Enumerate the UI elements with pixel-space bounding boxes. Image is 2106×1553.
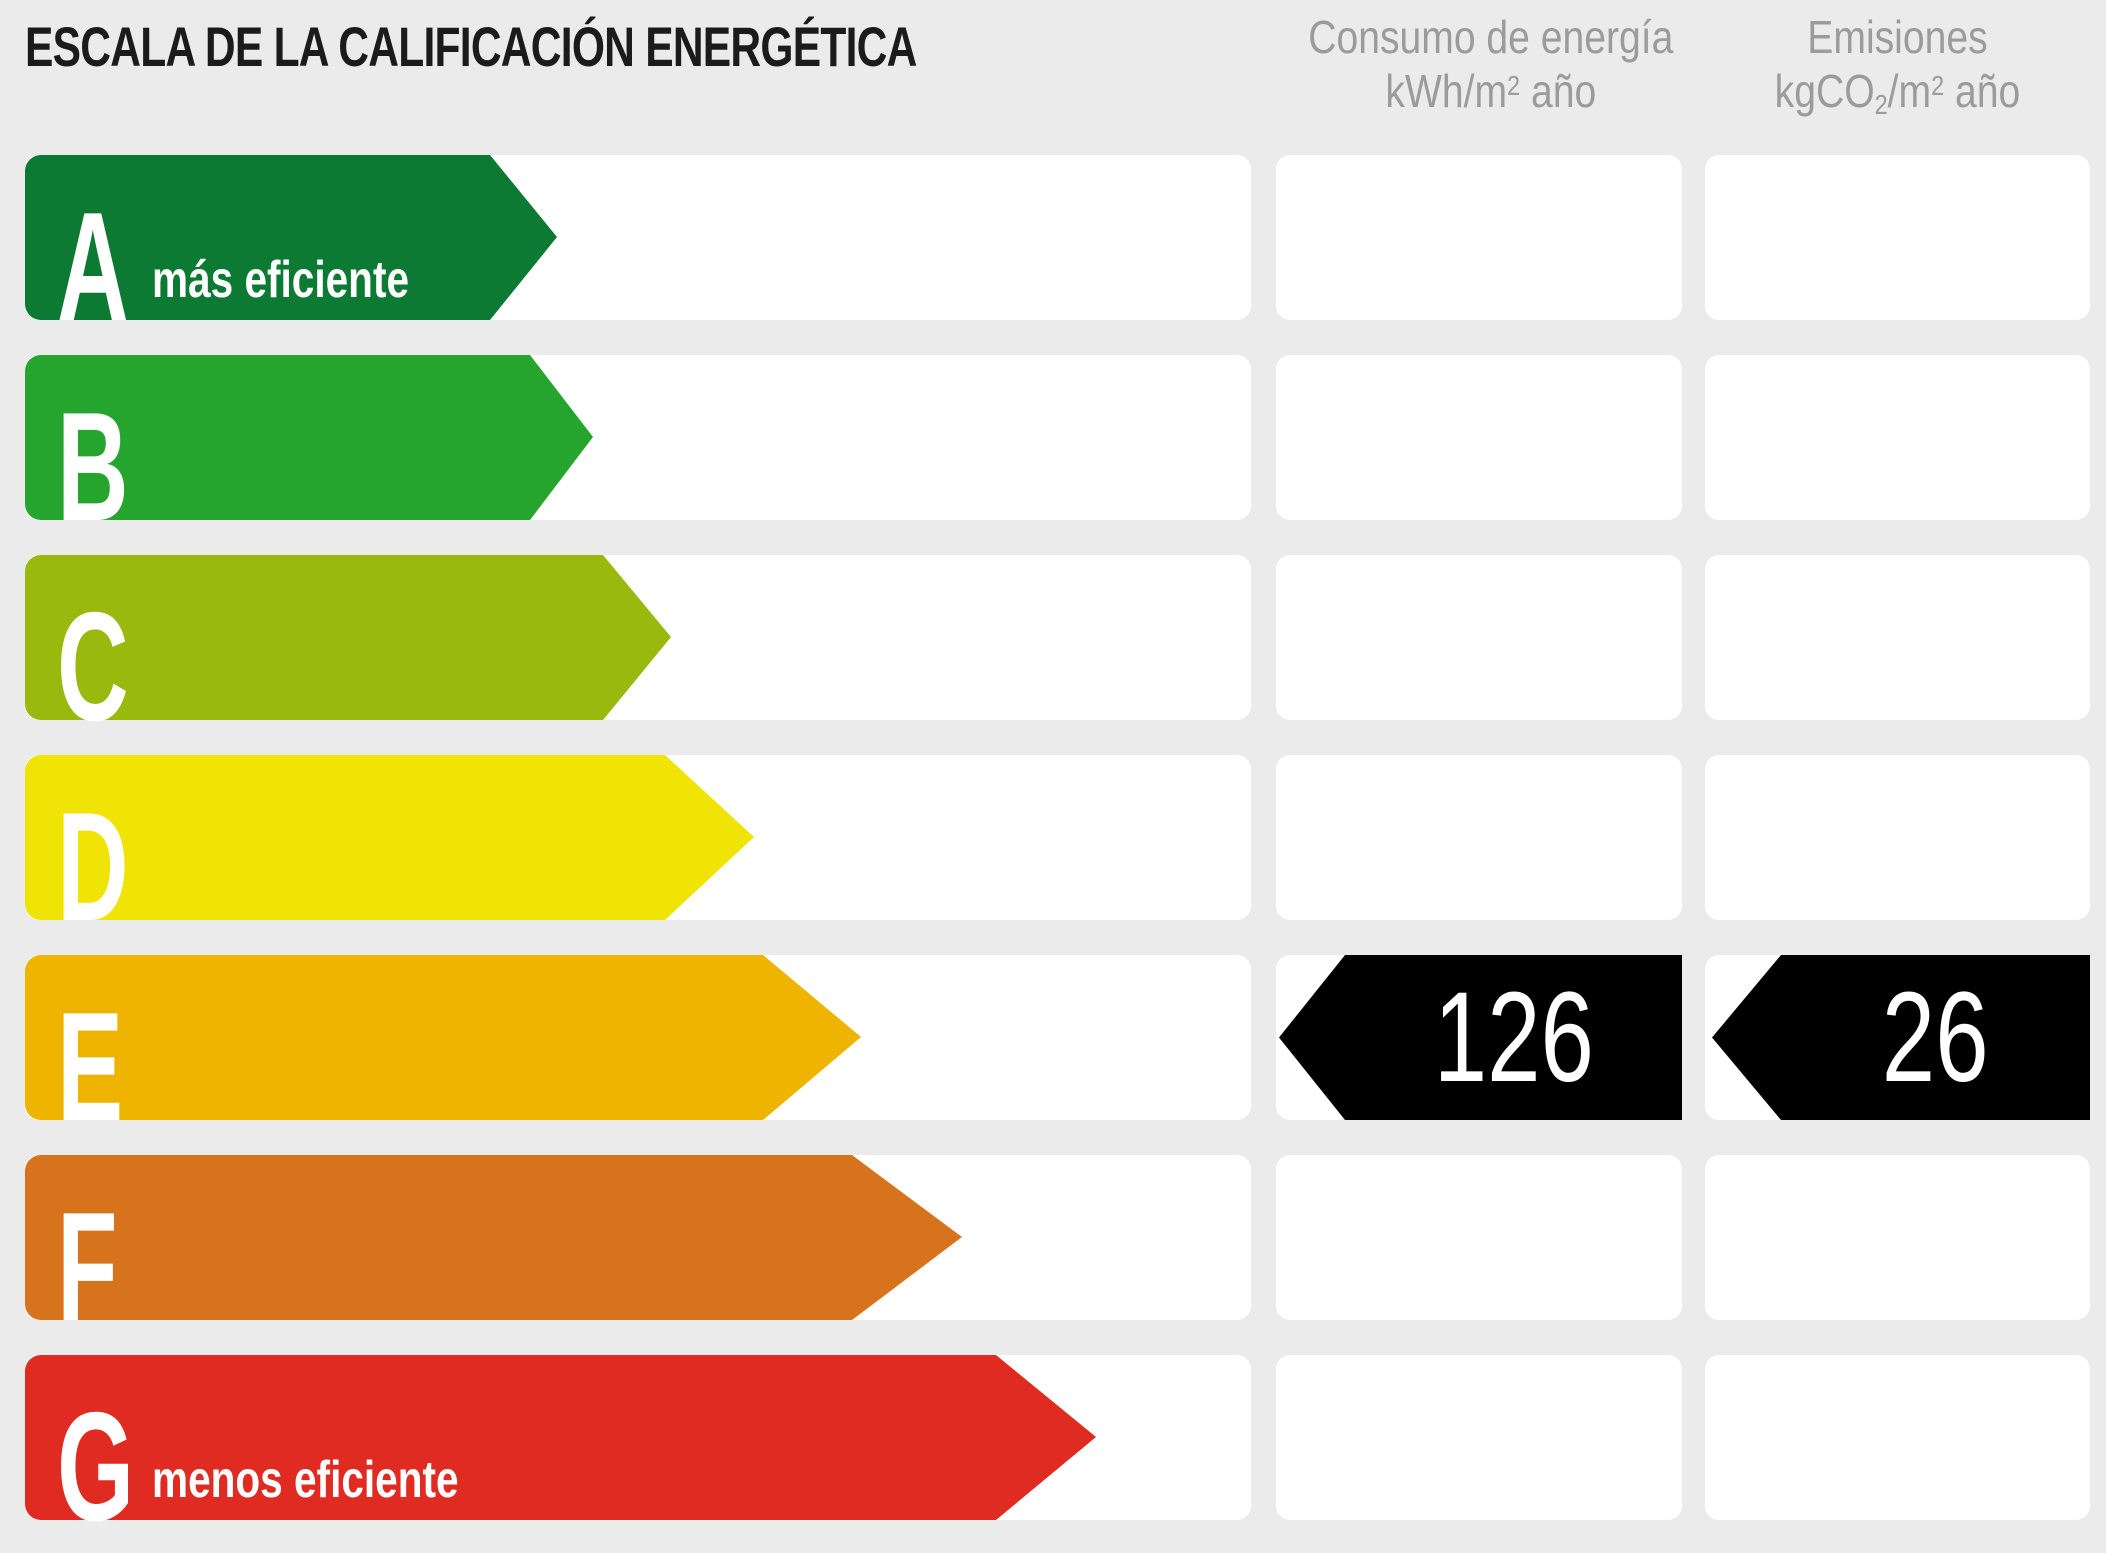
grade-letter: A: [57, 180, 129, 353]
emisiones-cell: [1705, 555, 2090, 720]
emisiones-cell: [1705, 355, 2090, 520]
grade-letter: E: [57, 980, 124, 1153]
bar-arrow-tip: [763, 955, 861, 1120]
rating-row-e: E 126 26: [0, 955, 2106, 1144]
bar-arrow-tip: [852, 1155, 962, 1320]
bar-arrow-tip: [530, 355, 593, 520]
rating-bar: E: [25, 955, 861, 1144]
grade-letter: B: [57, 380, 129, 553]
emisiones-cell: [1705, 1155, 2090, 1320]
rating-row-a: A más eficiente: [0, 155, 2106, 344]
emisiones-cell: [1705, 1355, 2090, 1520]
rating-bar: B: [25, 355, 593, 544]
column-header-emisiones: Emisiones kgCO2/m2 año: [1705, 10, 2090, 125]
rating-bar: F: [25, 1155, 962, 1344]
emisiones-header-title: Emisiones: [1807, 11, 1988, 63]
consumo-cell: [1276, 755, 1682, 920]
column-header-consumo: Consumo de energía kWh/m2 año: [1276, 10, 1682, 125]
consumo-cell: [1276, 1355, 1682, 1520]
rating-bar: G menos eficiente: [25, 1355, 1096, 1544]
bar-arrow-tip: [996, 1355, 1096, 1520]
grade-letter: D: [57, 780, 129, 953]
consumo-value: 126: [1433, 965, 1594, 1109]
page-title: ESCALA DE LA CALIFICACIÓN ENERGÉTICA: [25, 15, 917, 78]
emisiones-header-unit: kgCO2/m2 año: [1774, 65, 2021, 120]
consumo-cell: [1276, 155, 1682, 320]
emisiones-value-arrow: 26: [1712, 955, 2090, 1120]
grade-letter: G: [57, 1380, 135, 1553]
bar-arrow-tip: [490, 155, 557, 320]
efficiency-note: más eficiente: [152, 251, 410, 309]
consumo-cell: [1276, 1155, 1682, 1320]
rating-row-f: F: [0, 1155, 2106, 1344]
emisiones-cell: [1705, 155, 2090, 320]
bar-arrow-tip: [665, 755, 754, 920]
rating-row-b: B: [0, 355, 2106, 544]
consumo-cell: [1276, 555, 1682, 720]
consumo-header-unit: kWh/m2 año: [1385, 65, 1597, 117]
rating-bar: C: [25, 555, 671, 744]
grade-letter: C: [57, 580, 129, 753]
rating-row-g: G menos eficiente: [0, 1355, 2106, 1544]
bar-arrow-tip: [603, 555, 671, 720]
grade-letter: F: [57, 1180, 118, 1353]
consumo-cell: [1276, 355, 1682, 520]
efficiency-note: menos eficiente: [152, 1451, 459, 1509]
rating-bar: A más eficiente: [25, 155, 557, 344]
rating-bar: D: [25, 755, 754, 944]
rating-row-d: D: [0, 755, 2106, 944]
emisiones-value: 26: [1882, 965, 1989, 1109]
consumo-header-title: Consumo de energía: [1308, 11, 1674, 63]
emisiones-cell: [1705, 755, 2090, 920]
rating-row-c: C: [0, 555, 2106, 744]
consumo-value-arrow: 126: [1279, 955, 1682, 1120]
